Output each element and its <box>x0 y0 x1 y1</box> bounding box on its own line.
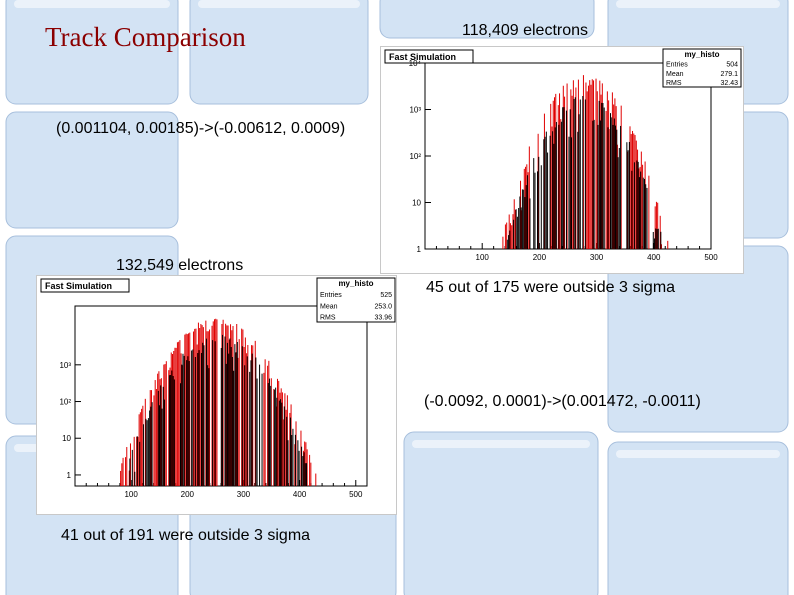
stats-label-rms: RMS <box>666 80 682 87</box>
plot-title-box <box>40 278 130 293</box>
slide-title: Track Comparison <box>45 22 246 52</box>
stats-label-rms: RMS <box>320 315 336 322</box>
outside-sigma-top: 45 out of 175 were outside 3 sigma <box>426 279 676 296</box>
x-tick-label: 500 <box>349 490 363 499</box>
track-coordinates-top: (0.001104, 0.00185)->(-0.00612, 0.0009) <box>56 120 346 137</box>
y-tick-label: 10⁴ <box>409 59 422 68</box>
stats-value-rms: 33.96 <box>374 315 392 322</box>
electron-count-top: 118,409 electrons <box>462 22 589 39</box>
stats-box: my_histo Entries 525 Mean 253.0 RMS 33.96 <box>316 277 396 323</box>
stats-label-mean: Mean <box>666 71 684 78</box>
y-tick-label: 10 <box>62 434 71 443</box>
y-tick-label: 10³ <box>409 106 421 115</box>
histogram-plot-top: Fast Simulation my_histo Entries 504 Mean 279… <box>380 46 744 274</box>
electron-count-bottom: 132,549 electrons <box>116 257 244 274</box>
x-tick-label: 200 <box>181 490 195 499</box>
y-tick-label: 10 <box>412 199 421 208</box>
histogram-bars <box>120 318 317 486</box>
x-tick-label: 300 <box>590 253 604 262</box>
series-red <box>120 318 317 486</box>
stats-name: my_histo <box>338 279 373 288</box>
histogram-plot-bottom: Fast Simulation my_histo Entries 525 Mean 253… <box>36 275 397 515</box>
histogram-bars <box>502 75 669 249</box>
y-tick-label: 1 <box>417 245 422 254</box>
x-tick-label: 400 <box>647 253 661 262</box>
y-tick-label: 10² <box>59 398 71 407</box>
series-red <box>502 75 669 249</box>
x-tick-label: 100 <box>476 253 490 262</box>
x-tick-label: 500 <box>704 253 718 262</box>
stats-value-mean: 279.1 <box>720 71 738 78</box>
x-tick-label: 400 <box>293 490 307 499</box>
series-black <box>129 334 308 486</box>
histogram-svg: Fast Simulation my_histo Entries 504 Mean 279… <box>384 48 742 262</box>
stats-box: my_histo Entries 504 Mean 279.1 RMS 32.43 <box>662 48 742 88</box>
track-coordinates-bottom: (-0.0092, 0.0001)->(0.001472, -0.0011) <box>424 393 701 410</box>
stats-box-frame <box>316 277 396 323</box>
y-tick-label: 10² <box>409 152 421 161</box>
stats-value-entries: 504 <box>726 61 738 68</box>
x-tick-label: 200 <box>533 253 547 262</box>
stats-label-mean: Mean <box>320 303 338 310</box>
y-tick-label: 10³ <box>59 361 71 370</box>
plot-title: Fast Simulation <box>45 281 112 291</box>
stats-name: my_histo <box>684 50 719 59</box>
stats-value-entries: 525 <box>380 292 392 299</box>
y-tick-label: 1 <box>67 471 72 480</box>
x-tick-label: 100 <box>124 490 138 499</box>
stats-label-entries: Entries <box>320 292 342 299</box>
plot-frame <box>424 62 712 250</box>
outside-sigma-bottom: 41 out of 191 were outside 3 sigma <box>61 527 311 544</box>
plot-title: Fast Simulation <box>389 52 456 62</box>
x-tick-label: 300 <box>237 490 251 499</box>
stats-value-mean: 253.0 <box>374 303 392 310</box>
histogram-svg: Fast Simulation my_histo Entries 525 Mean 253… <box>40 277 396 499</box>
series-black <box>505 96 662 249</box>
stats-value-rms: 32.43 <box>720 80 738 87</box>
stats-label-entries: Entries <box>666 61 688 68</box>
stats-box-frame <box>662 48 742 88</box>
